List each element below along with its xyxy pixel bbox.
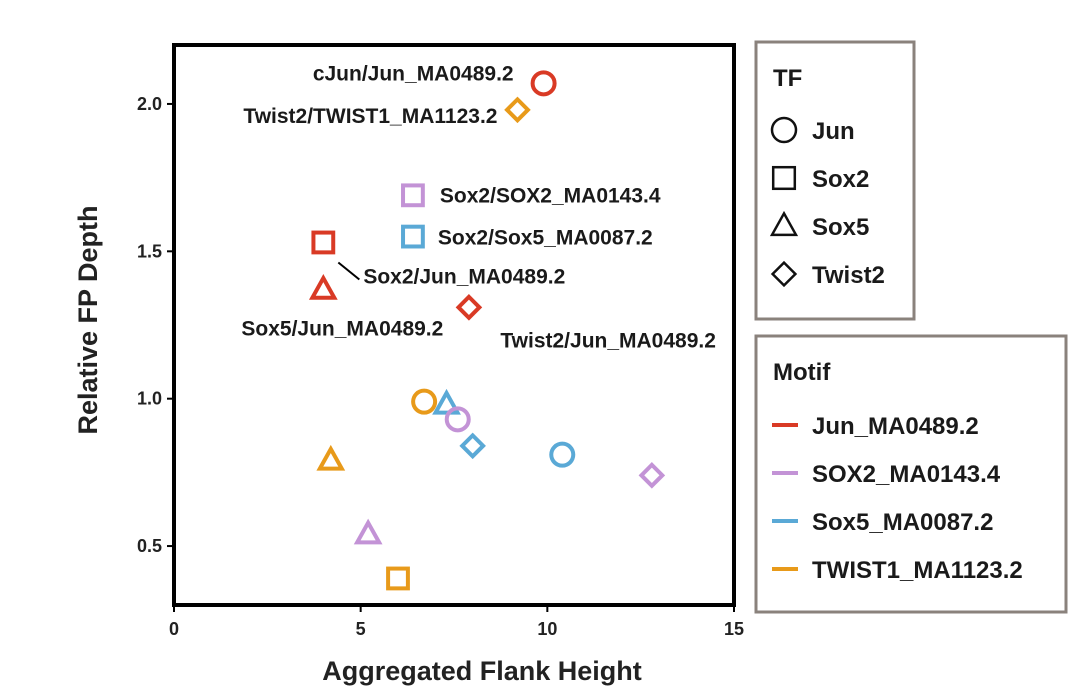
annotation-leader-line xyxy=(337,261,360,281)
data-point-sox5-marker xyxy=(432,388,461,415)
data-point-jun-marker xyxy=(549,441,576,468)
data-point-jun-marker xyxy=(411,388,438,415)
point-annotation-label: cJun/Jun_MA0489.2 xyxy=(313,62,514,85)
motif-legend-items: Jun_MA0489.2 SOX2_MA0143.4 Sox5_MA0087.2 TW… xyxy=(772,413,1023,584)
tf-legend-items: Jun Sox2 Sox5 Twist2 xyxy=(769,116,885,289)
tf-legend-item-label: Sox5 xyxy=(812,214,869,241)
x-tick-label: 5 xyxy=(356,619,366,639)
legend-triangle-icon xyxy=(769,210,799,237)
data-point-sox5-marker xyxy=(316,444,346,471)
data-point-twist2-marker xyxy=(504,96,531,124)
plot-frame xyxy=(172,43,736,607)
data-point-sox2-marker xyxy=(386,566,410,591)
motif-legend-item-label: Sox5_MA0087.2 xyxy=(812,509,993,536)
motif-legend-item-label: TWIST1_MA1123.2 xyxy=(812,557,1023,584)
tf-legend-box xyxy=(754,40,916,321)
motif-legend-item-label: Jun_MA0489.2 xyxy=(812,413,979,440)
point-annotation-label: Sox5/Jun_MA0489.2 xyxy=(241,318,443,341)
point-annotation-label: Sox2/Jun_MA0489.2 xyxy=(363,265,565,288)
x-tick-label: 0 xyxy=(169,619,179,639)
point-annotation-label: Twist2/TWIST1_MA1123.2 xyxy=(243,105,497,128)
motif-legend-box xyxy=(754,334,1068,614)
data-point-sox5-marker xyxy=(308,273,338,300)
tf-legend-item-label: Jun xyxy=(812,118,855,145)
data-point-sox2-marker xyxy=(311,230,336,255)
x-axis-title: Aggregated Flank Height xyxy=(322,656,642,686)
data-point-twist2-marker xyxy=(455,294,483,321)
y-tick-label: 0.5 xyxy=(137,536,162,556)
y-tick-label: 2.0 xyxy=(137,94,162,114)
data-point-sox5-marker xyxy=(353,518,383,545)
point-annotation-label: Sox2/Sox5_MA0087.2 xyxy=(438,227,653,250)
y-tick-label: 1.5 xyxy=(137,241,162,261)
legend-square-icon xyxy=(771,165,797,191)
data-point-twist2-marker xyxy=(638,462,666,489)
y-tick-label: 1.0 xyxy=(137,389,162,409)
y-axis-title: Relative FP Depth xyxy=(73,205,103,434)
data-points xyxy=(308,70,666,591)
point-annotation-label: Sox2/SOX2_MA0143.4 xyxy=(440,184,661,207)
tf-legend-item-label: Twist2 xyxy=(812,262,885,289)
tf-legend-title: TF xyxy=(773,65,802,92)
point-annotations: cJun/Jun_MA0489.2 Twist2/TWIST1_MA1123.2 S… xyxy=(241,62,716,352)
motif-legend-item-label: SOX2_MA0143.4 xyxy=(812,461,1001,488)
axis-ticks: 0 5 10 15 0.5 1.0 1.5 2.0 xyxy=(137,94,744,639)
motif-legend-title: Motif xyxy=(773,359,831,386)
tf-legend-item-label: Sox2 xyxy=(812,166,869,193)
data-point-jun-marker xyxy=(530,70,557,97)
data-point-twist2-marker xyxy=(459,432,486,460)
data-point-jun-marker xyxy=(444,406,471,433)
data-point-sox2-marker xyxy=(401,183,425,208)
x-tick-label: 15 xyxy=(724,619,744,639)
point-annotation-label: Twist2/Jun_MA0489.2 xyxy=(500,329,716,352)
data-point-sox2-marker xyxy=(401,224,425,249)
legend-diamond-icon xyxy=(770,260,798,288)
legend-circle-icon xyxy=(770,116,798,144)
x-tick-label: 10 xyxy=(537,619,557,639)
